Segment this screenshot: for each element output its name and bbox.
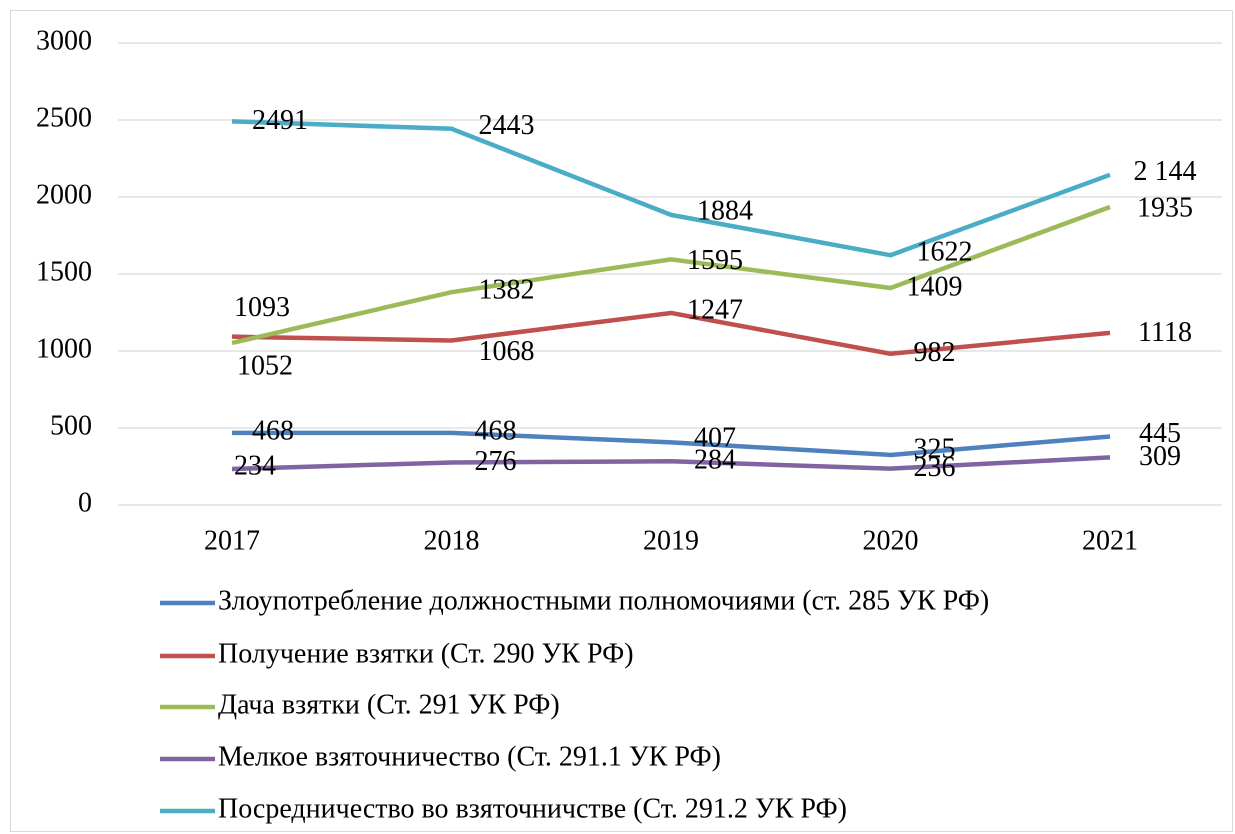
data-label: 1409 [907,271,963,302]
data-label: 2443 [479,110,535,141]
y-tick-label: 500 [50,410,92,441]
series-line [232,430,1111,458]
data-label: 982 [914,337,956,368]
y-tick-label: 2500 [36,102,92,133]
chart-border [10,10,1233,832]
data-label: 309 [1139,441,1181,472]
data-label: 284 [694,445,736,476]
data-label: 1118 [1138,317,1192,348]
data-label: 445 [1139,418,1181,449]
series-line [231,204,1111,346]
data-label: 468 [475,415,517,446]
series-line [231,455,1111,472]
x-tick-label: 2020 [863,525,919,556]
data-label: 1247 [687,294,743,325]
legend-label: Посредничество во взяточничстве (Ст. 291… [218,793,847,824]
data-label: 1052 [237,350,293,381]
data-label: 276 [475,446,517,477]
legend-label: Мелкое взяточничество (Ст. 291.1 УК РФ) [218,741,721,772]
legend-label: Злоупотребление должностными полномочиям… [218,585,989,616]
y-tick-label: 0 [78,487,92,518]
legend-label: Дача взятки (Ст. 291 УК РФ) [218,689,560,720]
y-tick-label: 1000 [36,333,92,364]
data-label: 2491 [252,105,308,136]
y-tick-label: 1500 [36,256,92,287]
data-label: 236 [914,452,956,483]
data-label: 325 [914,433,956,464]
data-label: 1068 [479,336,535,367]
x-tick-label: 2021 [1082,525,1138,556]
data-label: 1884 [697,195,753,226]
data-label: 468 [252,415,294,446]
data-label: 1595 [687,245,743,276]
data-label: 2 144 [1134,156,1197,187]
x-tick-label: 2018 [424,525,480,556]
x-tick-label: 2017 [204,525,260,556]
series-line [231,310,1111,357]
data-label: 1622 [917,237,973,268]
data-label: 1093 [234,292,290,323]
data-label: 1382 [479,275,535,306]
legend-label: Получение взятки (Ст. 290 УК РФ) [218,638,634,669]
x-tick-label: 2019 [643,525,699,556]
series-line [231,119,1111,258]
y-tick-label: 2000 [36,179,92,210]
data-label: 234 [234,450,276,481]
data-label: 1935 [1137,192,1193,223]
data-label: 407 [694,423,736,454]
y-tick-label: 3000 [36,25,92,56]
